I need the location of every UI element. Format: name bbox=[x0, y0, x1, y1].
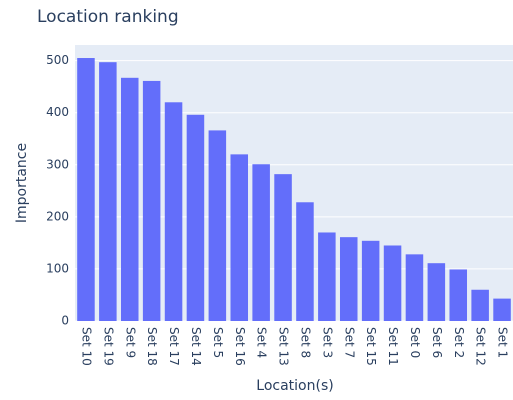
x-tick-label: Set 9 bbox=[123, 327, 137, 358]
y-tick-label: 300 bbox=[46, 157, 69, 171]
x-tick-label: Set 4 bbox=[255, 327, 269, 358]
bar bbox=[427, 263, 446, 321]
x-tick-label: Set 13 bbox=[277, 327, 291, 366]
bar bbox=[230, 154, 249, 321]
x-tick-label: Set 15 bbox=[364, 327, 378, 366]
x-tick-label: Set 5 bbox=[211, 327, 225, 358]
x-tick-label: Set 1 bbox=[496, 327, 510, 358]
bar bbox=[493, 298, 511, 321]
x-tick-label: Set 10 bbox=[79, 327, 93, 366]
bar bbox=[383, 245, 402, 321]
y-tick-label: 500 bbox=[46, 53, 69, 67]
y-tick-label: 400 bbox=[46, 105, 69, 119]
bar bbox=[142, 80, 161, 322]
y-tick-label: 0 bbox=[61, 314, 69, 328]
x-tick-label: Set 16 bbox=[233, 327, 247, 366]
y-tick-label: 100 bbox=[46, 261, 69, 275]
y-tick-label: 200 bbox=[46, 209, 69, 223]
x-tick-label: Set 12 bbox=[474, 327, 488, 366]
x-tick-label: Set 17 bbox=[167, 327, 181, 366]
x-tick-label: Set 8 bbox=[298, 327, 312, 358]
bar bbox=[208, 130, 227, 321]
chart-title: Location ranking bbox=[37, 7, 179, 27]
bar bbox=[99, 62, 117, 321]
bar bbox=[296, 202, 314, 321]
bar bbox=[471, 289, 489, 321]
x-tick-label: Set 0 bbox=[408, 327, 422, 358]
x-tick-label: Set 3 bbox=[320, 327, 334, 358]
x-tick-label: Set 11 bbox=[386, 327, 400, 366]
x-tick-label: Set 18 bbox=[145, 327, 159, 366]
bar bbox=[361, 240, 380, 321]
bar bbox=[252, 164, 270, 321]
plot-background bbox=[75, 45, 513, 321]
bar bbox=[77, 58, 95, 322]
x-tick-label: Set 19 bbox=[101, 327, 115, 366]
bar bbox=[164, 102, 183, 321]
bar bbox=[186, 114, 205, 322]
x-tick-label: Set 6 bbox=[430, 327, 444, 358]
x-tick-label: Set 7 bbox=[342, 327, 356, 358]
bar bbox=[274, 174, 292, 321]
bar bbox=[339, 237, 358, 321]
bar bbox=[405, 254, 424, 321]
x-tick-label: Set 14 bbox=[189, 327, 203, 366]
y-axis-label: Importance bbox=[14, 143, 30, 223]
bar bbox=[120, 77, 139, 321]
bar bbox=[449, 269, 468, 321]
x-tick-label: Set 2 bbox=[452, 327, 466, 358]
bar bbox=[318, 232, 336, 321]
x-axis-label: Location(s) bbox=[256, 378, 333, 394]
